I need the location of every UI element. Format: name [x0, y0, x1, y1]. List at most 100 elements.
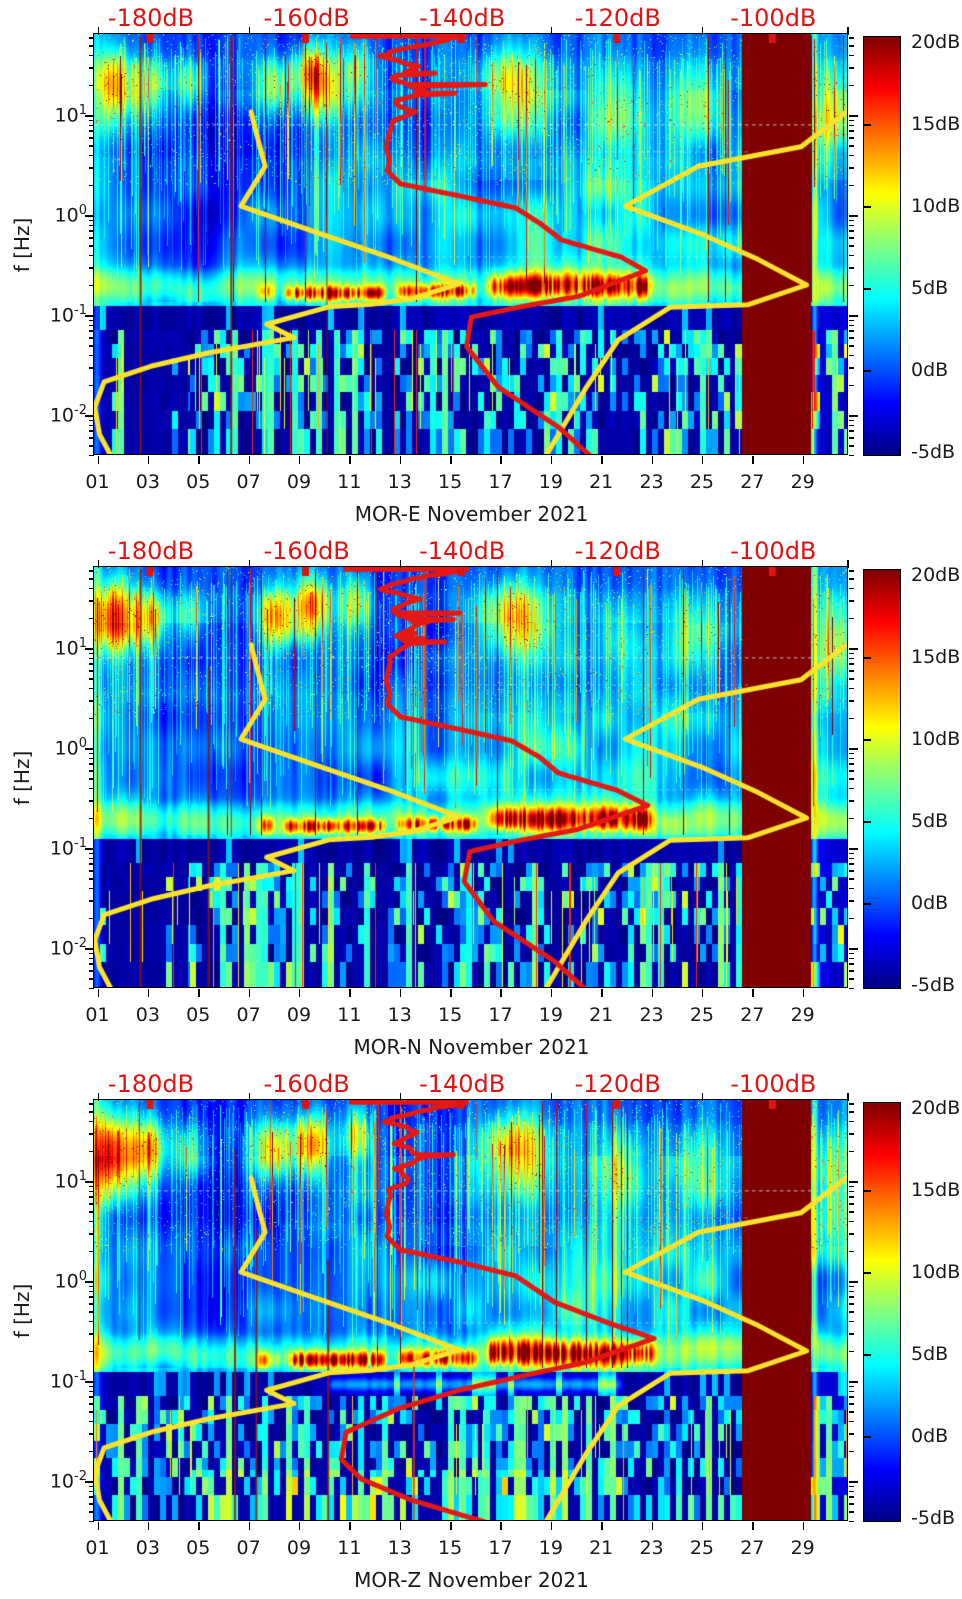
y-axis-tick — [85, 1181, 94, 1183]
x-axis-tick — [198, 1522, 200, 1530]
y-axis-tick — [89, 184, 94, 187]
y-axis-tick — [89, 1250, 94, 1253]
y-axis-tick-right — [849, 1290, 854, 1293]
y-axis-tick-right — [849, 54, 854, 57]
x-tick-label: 09 — [286, 1537, 312, 1559]
x-axis-tick — [752, 1522, 754, 1530]
y-axis-tick — [89, 437, 94, 439]
x-tick-label: 23 — [639, 1537, 664, 1559]
y-axis-tick — [89, 963, 94, 965]
colorbar-tick — [864, 206, 871, 208]
x-tick-label: 11 — [337, 1004, 362, 1026]
x-tick-label: 19 — [538, 1004, 563, 1026]
y-axis-tick-right — [849, 770, 854, 772]
top-axis-db-label: -100dB — [730, 1070, 817, 1098]
x-tick-label: 23 — [639, 471, 664, 493]
y-axis-tick — [89, 1396, 94, 1398]
y-axis-tick — [85, 848, 94, 850]
x-tick-label: 03 — [135, 1537, 160, 1559]
y-axis-tick-right — [849, 284, 854, 287]
y-axis-tick-right — [849, 1333, 854, 1335]
top-axis-db-label: -180dB — [107, 1070, 195, 1098]
y-tick-label: 101 — [54, 1169, 87, 1193]
y-axis-tick-right — [849, 887, 854, 890]
x-tick-label: 25 — [689, 1537, 715, 1559]
y-axis-tick — [89, 1485, 94, 1488]
y-axis-tick — [89, 852, 94, 855]
x-axis-tick — [399, 1522, 402, 1530]
y-axis-tick — [89, 717, 94, 720]
spectrogram-heatmap — [93, 33, 849, 456]
y-axis-tick — [89, 800, 94, 802]
x-axis-tick — [802, 1522, 805, 1530]
x-tick-label: 29 — [790, 471, 815, 493]
x-tick-label: 13 — [387, 1537, 412, 1559]
y-axis-tick — [85, 1381, 94, 1383]
top-axis-tick — [701, 1093, 704, 1101]
y-axis-tick-right — [849, 670, 854, 672]
top-axis-db-label: -180dB — [107, 4, 195, 32]
y-axis-tick-right — [849, 437, 854, 439]
x-axis-tick — [298, 989, 301, 997]
x-tick-label: 21 — [589, 471, 614, 493]
y-axis-tick-right — [849, 230, 854, 232]
colorbar-tick-label: 5dB — [911, 1343, 949, 1365]
x-tick-label: 27 — [740, 1004, 765, 1026]
x-axis-tick — [147, 456, 150, 464]
x-axis-tick — [349, 989, 351, 997]
colorbar-tick-label: 0dB — [911, 892, 949, 914]
y-axis-tick-right — [849, 657, 854, 660]
y-axis-tick-right — [849, 700, 854, 702]
x-axis-tick — [802, 456, 805, 464]
top-axis-db-label: -140dB — [419, 4, 506, 32]
y-axis-tick-right — [849, 1303, 854, 1305]
y-axis-tick — [89, 1290, 94, 1293]
x-axis-tick — [651, 1522, 654, 1530]
colorbar-tick-label: 15dB — [911, 646, 961, 668]
colorbar — [863, 1102, 902, 1523]
spectrogram-heatmap — [93, 1099, 849, 1522]
y-axis-tick — [89, 1390, 94, 1393]
y-axis-tick-right — [849, 570, 854, 572]
y-axis-tick-right — [849, 763, 854, 765]
x-axis-tick — [701, 456, 704, 464]
y-axis-tick-right — [849, 748, 858, 750]
y-axis-tick — [89, 600, 94, 602]
top-axis-db-label: -140dB — [419, 1070, 506, 1098]
x-axis-tick — [802, 989, 805, 997]
y-axis-tick — [89, 652, 94, 655]
y-axis-tick — [89, 1150, 94, 1153]
y-tick-label: 101 — [54, 103, 87, 127]
top-axis-tick — [97, 560, 100, 568]
y-tick-label: 100 — [54, 1269, 87, 1293]
y-axis-tick — [89, 952, 94, 955]
y-tick-label: 100 — [54, 203, 87, 227]
x-axis-tick — [500, 989, 502, 997]
y-axis-tick-right — [849, 900, 854, 902]
y-axis-tick — [89, 430, 94, 432]
x-axis-tick — [550, 1522, 553, 1530]
y-axis-tick — [89, 267, 94, 269]
x-axis-tick — [500, 456, 502, 464]
top-axis-tick — [847, 1093, 849, 1101]
x-axis-tick — [450, 989, 452, 997]
x-tick-label: 01 — [85, 1004, 110, 1026]
x-axis-tick — [349, 1522, 351, 1530]
y-axis-tick — [89, 245, 94, 247]
y-tick-label: 101 — [54, 636, 87, 660]
y-axis-tick — [89, 219, 94, 222]
colorbar-tick-label: 10dB — [911, 195, 961, 217]
colorbar-tick-label: 20dB — [911, 31, 961, 53]
y-axis-tick — [89, 230, 94, 232]
y-axis-tick-right — [849, 817, 854, 820]
x-axis-tick — [248, 456, 251, 464]
y-axis-tick-right — [849, 1496, 854, 1498]
x-axis-tick — [550, 989, 553, 997]
x-tick-label: 01 — [85, 1537, 110, 1559]
colorbar-tick — [864, 288, 871, 290]
panel-title: MOR-Z November 2021 — [354, 1568, 589, 1592]
colorbar-tick — [864, 739, 871, 741]
y-tick-label: 10-1 — [49, 1369, 87, 1393]
y-axis-tick-right — [849, 778, 854, 780]
x-tick-label: 25 — [689, 471, 715, 493]
